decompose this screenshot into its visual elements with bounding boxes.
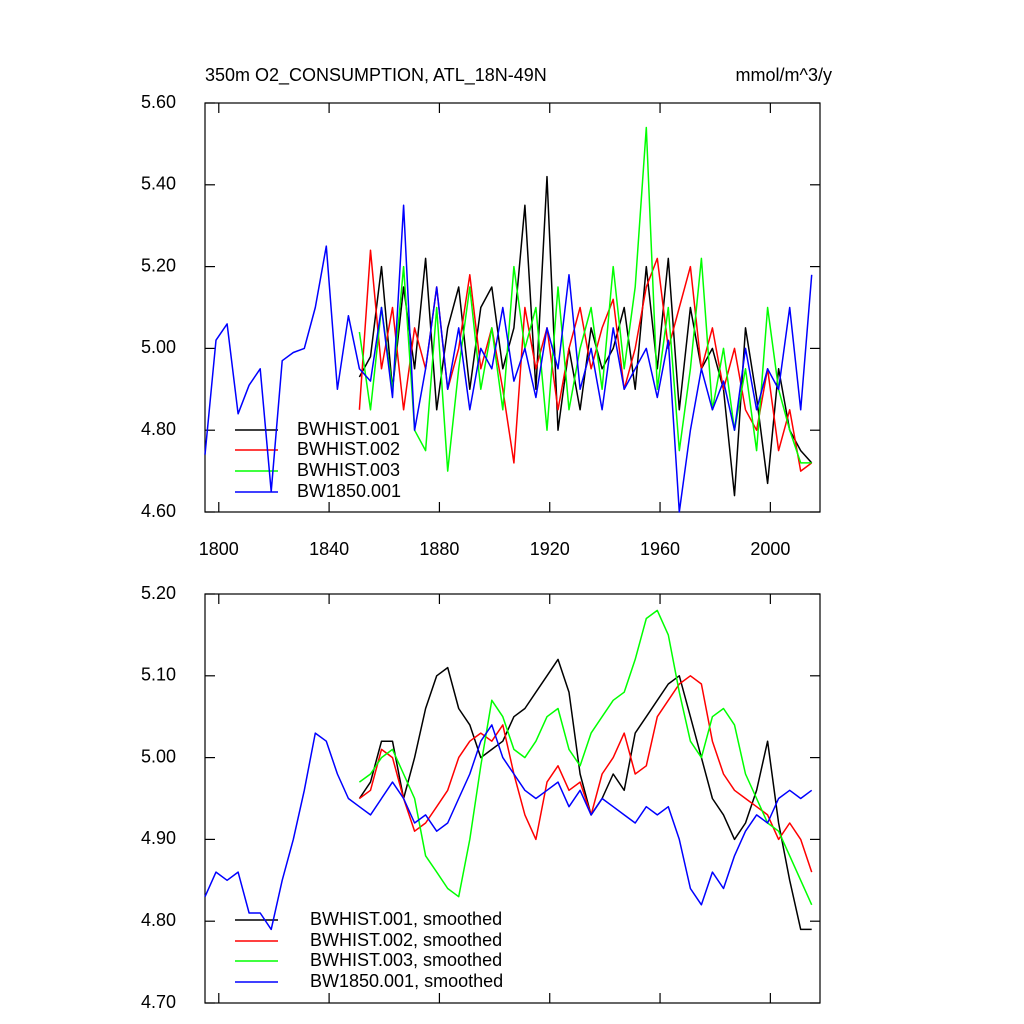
y-tick-label: 5.10 [141, 665, 176, 685]
y-tick-label: 4.70 [141, 992, 176, 1012]
y-tick-label: 5.00 [141, 746, 176, 766]
series-line [358, 675, 813, 873]
y-tick-label: 4.60 [141, 501, 176, 521]
legend-label: BWHIST.003 [297, 460, 400, 480]
x-tick-label: 1840 [309, 539, 349, 559]
plot-frame [204, 593, 821, 1004]
y-tick-label: 5.20 [141, 583, 176, 603]
series-line [358, 609, 813, 906]
legend-label: BW1850.001 [297, 481, 401, 501]
y-tick-label: 5.40 [141, 174, 176, 194]
legend-label: BWHIST.001 [297, 419, 400, 439]
x-tick-label: 1960 [640, 539, 680, 559]
y-tick-label: 4.80 [141, 910, 176, 930]
x-tick-label: 1800 [199, 539, 239, 559]
x-tick-label: 2000 [750, 539, 790, 559]
y-tick-label: 5.60 [141, 92, 176, 112]
series-line [204, 724, 813, 931]
legend-label: BWHIST.002, smoothed [310, 930, 502, 950]
plot-frame [204, 102, 821, 513]
legend-label: BWHIST.003, smoothed [310, 950, 502, 970]
y-tick-label: 5.20 [141, 255, 176, 275]
x-tick-label: 1920 [530, 539, 570, 559]
chart-title: 350m O2_CONSUMPTION, ATL_18N-49N [205, 65, 547, 86]
y-tick-label: 4.90 [141, 828, 176, 848]
x-tick-label: 1880 [419, 539, 459, 559]
series-line [358, 658, 812, 931]
legend-label: BW1850.001, smoothed [310, 971, 503, 991]
legend-label: BWHIST.002 [297, 439, 400, 459]
unit-label: mmol/m^3/y [736, 65, 832, 85]
y-tick-label: 5.00 [141, 337, 176, 357]
series-line [358, 126, 812, 472]
y-tick-label: 4.80 [141, 419, 176, 439]
series-line [204, 204, 813, 513]
legend-label: BWHIST.001, smoothed [310, 909, 502, 929]
